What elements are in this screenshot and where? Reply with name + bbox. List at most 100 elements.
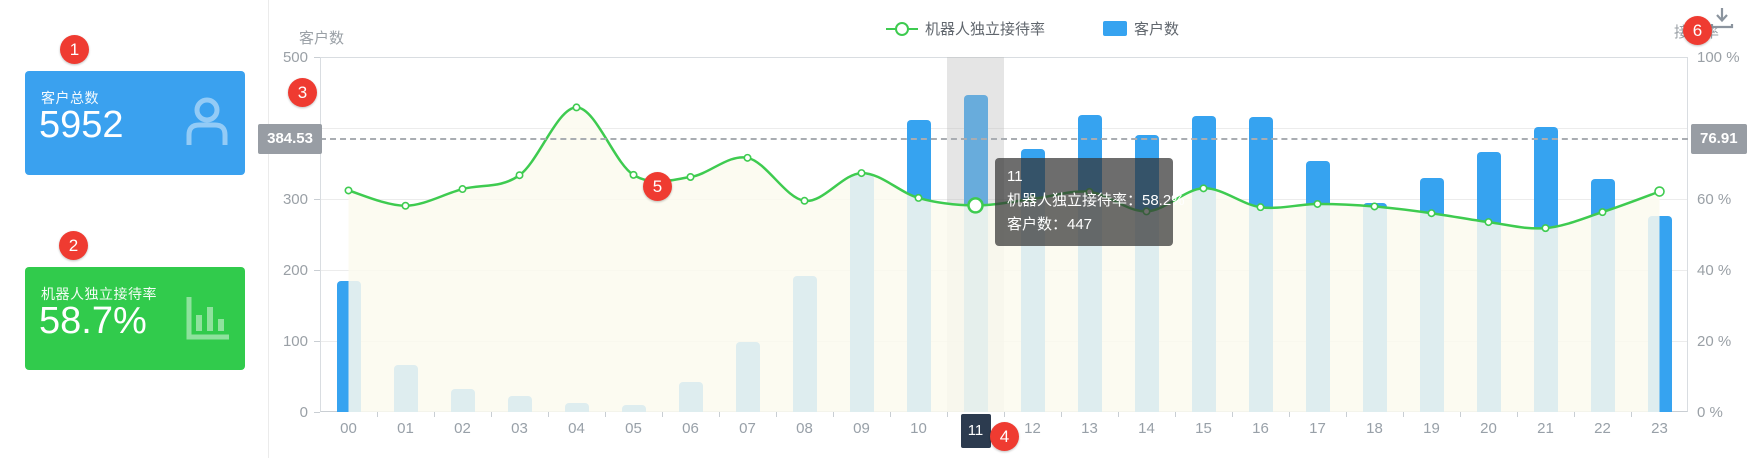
bar-legend-marker-icon xyxy=(1103,21,1128,36)
right-tick-20: 20 % xyxy=(1697,333,1732,350)
left-tick-200: 200 xyxy=(282,262,308,279)
right-tick-0: 0 % xyxy=(1697,404,1723,421)
annotation-badge-4: 4 xyxy=(990,422,1019,451)
x-label-08: 08 xyxy=(796,420,813,437)
panel-divider xyxy=(268,0,269,458)
x-tickmark xyxy=(662,412,663,417)
right-tick-100: 100 % xyxy=(1697,49,1740,66)
bar-hour-19[interactable] xyxy=(1419,177,1444,412)
bar-hour-22[interactable] xyxy=(1590,179,1615,412)
x-tickmark xyxy=(548,412,549,417)
x-tickmark xyxy=(605,412,606,417)
download-icon[interactable] xyxy=(1709,6,1735,30)
bar-hour-08[interactable] xyxy=(792,275,817,412)
markline-right-label: 76.91 xyxy=(1691,123,1747,154)
x-tickmark xyxy=(1118,412,1119,417)
legend-item-line[interactable]: 机器人独立接待率 xyxy=(886,18,1045,39)
legend-line-label: 机器人独立接待率 xyxy=(925,21,1046,38)
bar-hour-09[interactable] xyxy=(849,174,874,412)
bar-hour-03[interactable] xyxy=(507,396,532,412)
bar-hour-05[interactable] xyxy=(621,404,646,412)
left-tick-0: 0 xyxy=(299,404,308,421)
x-label-12: 12 xyxy=(1024,420,1041,437)
bar-hour-10[interactable] xyxy=(906,120,931,412)
right-tick-60: 60 % xyxy=(1697,191,1732,208)
x-label-14: 14 xyxy=(1138,420,1155,437)
bar-hour-20[interactable] xyxy=(1476,152,1501,412)
chart-legend: 机器人独立接待率 客户数 xyxy=(886,18,1179,39)
bar-hour-02[interactable] xyxy=(450,389,475,412)
right-tick-40: 40 % xyxy=(1697,262,1732,279)
tooltip-title: 11 xyxy=(1007,168,1023,185)
bar-hour-23[interactable] xyxy=(1647,216,1672,412)
x-tickmark xyxy=(719,412,720,417)
x-tickmark xyxy=(947,412,948,417)
chart-tooltip: 11 机器人独立接待率：58.2% 客户数：447 xyxy=(995,158,1185,246)
x-tickmark xyxy=(491,412,492,417)
x-label-18: 18 xyxy=(1366,420,1383,437)
x-tickmark xyxy=(1175,412,1176,417)
line-legend-marker-icon xyxy=(886,21,918,36)
legend-item-bar[interactable]: 客户数 xyxy=(1103,18,1179,39)
x-tickmark xyxy=(890,412,891,417)
x-label-03: 03 xyxy=(511,420,528,437)
average-markline xyxy=(320,137,1688,140)
total-customers-value: 5952 xyxy=(39,104,124,146)
x-tickmark xyxy=(1061,412,1062,417)
x-label-01: 01 xyxy=(397,420,414,437)
bar-hour-01[interactable] xyxy=(393,365,418,412)
x-tickmark xyxy=(1574,412,1575,417)
tooltip-line-rate: 机器人独立接待率：58.2% xyxy=(1007,192,1185,209)
annotation-badge-1: 1 xyxy=(60,35,89,64)
bar-hour-04[interactable] xyxy=(564,403,589,412)
x-tickmark xyxy=(434,412,435,417)
robot-rate-label: 机器人独立接待率 xyxy=(41,286,157,302)
x-label-05: 05 xyxy=(625,420,642,437)
x-label-04: 04 xyxy=(568,420,585,437)
bar-hour-21[interactable] xyxy=(1533,126,1558,412)
total-customers-label: 客户总数 xyxy=(41,90,99,106)
legend-bar-label: 客户数 xyxy=(1134,21,1180,38)
x-tickmark xyxy=(1289,412,1290,417)
x-label-17: 17 xyxy=(1309,420,1326,437)
x-label-09: 09 xyxy=(853,420,870,437)
x-tickmark xyxy=(1004,412,1005,417)
bar-hour-15[interactable] xyxy=(1191,115,1216,412)
x-label-06: 06 xyxy=(682,420,699,437)
x-tickmark xyxy=(1517,412,1518,417)
left-tickmark xyxy=(314,57,320,58)
left-tickmark xyxy=(314,199,320,200)
left-tick-500: 500 xyxy=(282,49,308,66)
bar-hour-00[interactable] xyxy=(336,280,361,412)
x-label-23: 23 xyxy=(1651,420,1668,437)
total-customers-card: 客户总数 5952 xyxy=(25,71,245,175)
bar-hour-07[interactable] xyxy=(735,342,760,412)
x-label-21: 21 xyxy=(1537,420,1554,437)
bar-hour-18[interactable] xyxy=(1362,202,1387,412)
bar-hour-16[interactable] xyxy=(1248,117,1273,412)
bar-hour-17[interactable] xyxy=(1305,160,1330,412)
left-tickmark xyxy=(314,412,320,413)
x-tickmark xyxy=(377,412,378,417)
x-label-15: 15 xyxy=(1195,420,1212,437)
user-icon xyxy=(186,97,228,145)
robot-rate-card: 机器人独立接待率 58.7% xyxy=(25,267,245,370)
bar-hour-06[interactable] xyxy=(678,382,703,412)
x-label-20: 20 xyxy=(1480,420,1497,437)
left-tickmark xyxy=(314,341,320,342)
robot-rate-value: 58.7% xyxy=(39,300,147,342)
x-tickmark xyxy=(1631,412,1632,417)
x-label-13: 13 xyxy=(1081,420,1098,437)
bar-chart-icon xyxy=(186,297,229,340)
x-label-02: 02 xyxy=(454,420,471,437)
x-tickmark xyxy=(1346,412,1347,417)
annotation-badge-2: 2 xyxy=(59,231,88,260)
x-tickmark xyxy=(1460,412,1461,417)
x-label-11[interactable]: 11 xyxy=(960,414,991,448)
left-tick-100: 100 xyxy=(282,333,308,350)
annotation-badge-3: 3 xyxy=(288,78,317,107)
left-axis-title: 客户数 xyxy=(299,30,345,47)
markline-left-label: 384.53 xyxy=(258,123,322,154)
left-tickmark xyxy=(314,270,320,271)
